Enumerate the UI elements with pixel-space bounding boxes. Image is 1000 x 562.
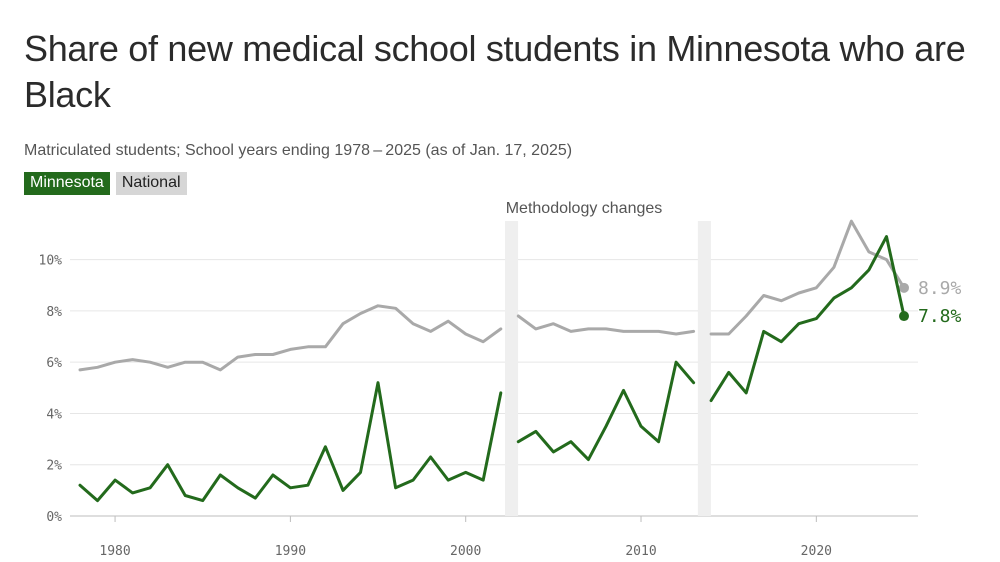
- x-tick-label: 1980: [99, 544, 130, 559]
- y-tick-label: 10%: [39, 254, 63, 269]
- y-tick-label: 6%: [46, 356, 62, 371]
- end-point-national: [899, 282, 909, 293]
- y-tick-label: 2%: [46, 459, 62, 474]
- legend: Minnesota National: [24, 172, 187, 195]
- legend-minnesota: Minnesota: [24, 172, 110, 195]
- chart-subtitle: Matriculated students; School years endi…: [24, 142, 573, 159]
- series-line-minnesota: [709, 235, 906, 403]
- y-tick-label: 8%: [46, 305, 62, 320]
- y-tick-label: 0%: [46, 510, 62, 525]
- series-line-national: [709, 219, 906, 336]
- x-tick-label: 2020: [801, 544, 832, 559]
- x-tick-label: 2000: [450, 544, 481, 559]
- series-line-national: [78, 304, 503, 372]
- x-tick-label: 1990: [275, 544, 306, 559]
- end-label-minnesota: 7.8%: [918, 306, 962, 327]
- end-label-national: 8.9%: [918, 278, 962, 299]
- methodology-annotation: Methodology changes: [506, 200, 663, 217]
- legend-national: National: [115, 172, 187, 195]
- series-line-minnesota: [516, 360, 696, 462]
- end-point-minnesota: [899, 311, 909, 322]
- chart-title: Share of new medical school students in …: [24, 28, 966, 115]
- series-line-national: [516, 314, 696, 336]
- x-tick-label: 2010: [625, 544, 656, 559]
- methodology-change-band: [505, 221, 519, 516]
- methodology-change-band: [697, 221, 711, 516]
- series-line-minnesota: [78, 381, 503, 503]
- y-tick-label: 4%: [46, 407, 62, 422]
